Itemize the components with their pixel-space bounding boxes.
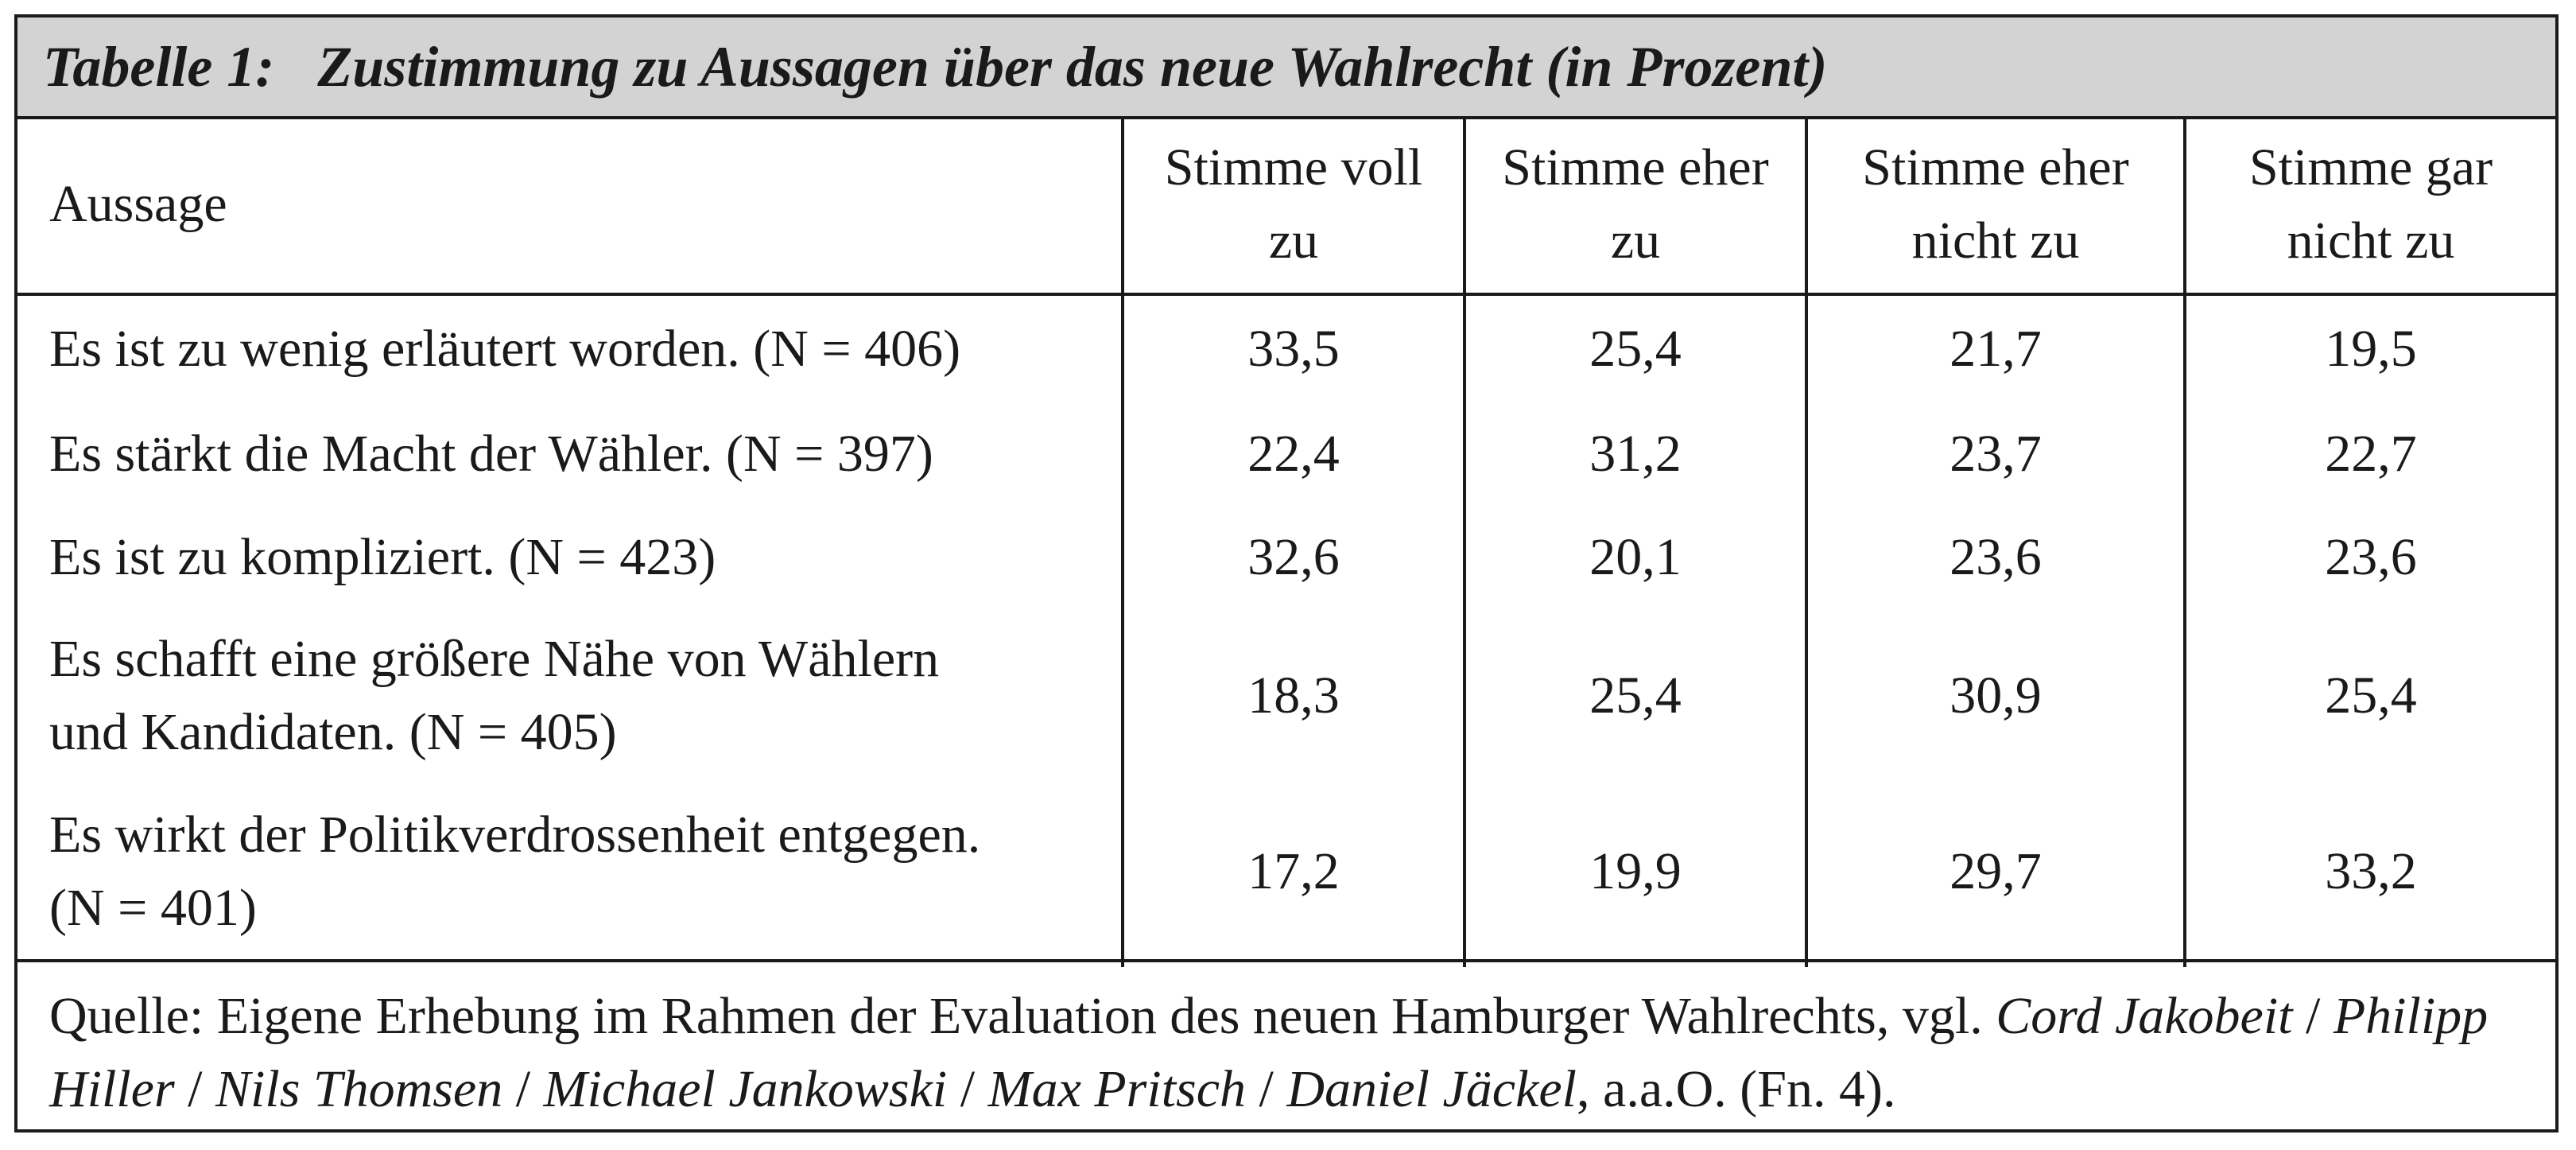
column-header-stimme-voll-zu: Stimme voll zu bbox=[1121, 116, 1465, 296]
column-header-line: nicht zu bbox=[1911, 212, 2080, 270]
value-cell: 31,2 bbox=[1463, 402, 1806, 506]
column-header-line: zu bbox=[1610, 212, 1661, 270]
table-row: Es schafft eine größere Nähe von Wählern… bbox=[17, 609, 2555, 783]
table-title-bar: Tabelle 1: Zustimmung zu Aussagen über d… bbox=[17, 17, 2555, 119]
source-author: Nils Thomsen bbox=[215, 1060, 503, 1118]
column-header-line: zu bbox=[1268, 212, 1319, 270]
value-cell: 22,4 bbox=[1121, 402, 1465, 506]
table-row: Es wirkt der Politikverdrossenheit entge… bbox=[17, 783, 2555, 967]
statement-text: Es schafft eine größere Nähe von Wählern bbox=[49, 630, 940, 688]
value-cell: 25,4 bbox=[1463, 294, 1806, 402]
statement-text: und Kandidaten. (N = 405) bbox=[49, 703, 617, 761]
statement-text: (N = 401) bbox=[49, 879, 257, 937]
column-header-line: nicht zu bbox=[2287, 212, 2455, 270]
value-cell: 19,9 bbox=[1463, 783, 1806, 967]
value-cell: 18,3 bbox=[1121, 609, 1465, 783]
table-frame: Tabelle 1: Zustimmung zu Aussagen über d… bbox=[14, 14, 2559, 1133]
data-table: Aussage Stimme voll zu Stimme eher zu St… bbox=[17, 116, 2555, 967]
source-separator: / bbox=[947, 1060, 988, 1118]
value-cell: 23,7 bbox=[1805, 402, 2185, 506]
value-cell: 19,5 bbox=[2183, 294, 2555, 402]
column-header-line: Stimme gar bbox=[2248, 138, 2493, 196]
value-cell: 33,5 bbox=[1121, 294, 1465, 402]
source-separator: / bbox=[174, 1060, 215, 1118]
value-cell: 21,7 bbox=[1805, 294, 2185, 402]
value-cell: 30,9 bbox=[1805, 609, 2185, 783]
column-header-line: Stimme eher bbox=[1862, 138, 2129, 196]
column-header-stimme-gar-nicht-zu: Stimme gar nicht zu bbox=[2183, 116, 2555, 296]
statement-text: Es wirkt der Politikverdrossenheit entge… bbox=[49, 806, 981, 864]
column-header-line: Stimme voll bbox=[1164, 138, 1423, 196]
value-cell: 33,2 bbox=[2183, 783, 2555, 967]
column-header-aussage: Aussage bbox=[17, 116, 1123, 296]
column-header-stimme-eher-nicht-zu: Stimme eher nicht zu bbox=[1805, 116, 2185, 296]
value-cell: 29,7 bbox=[1805, 783, 2185, 967]
column-header-label: Aussage bbox=[49, 175, 227, 233]
statement-cell: Es wirkt der Politikverdrossenheit entge… bbox=[17, 783, 1123, 967]
header-row: Aussage Stimme voll zu Stimme eher zu St… bbox=[17, 116, 2555, 296]
table-row: Es ist zu kompliziert. (N = 423) 32,6 20… bbox=[17, 506, 2555, 609]
statement-text: Es stärkt die Macht der Wähler. (N = 397… bbox=[49, 425, 933, 483]
value-cell: 22,7 bbox=[2183, 402, 2555, 506]
value-cell: 25,4 bbox=[2183, 609, 2555, 783]
column-header-line: Stimme eher bbox=[1502, 138, 1769, 196]
statement-cell: Es ist zu wenig erläutert worden. (N = 4… bbox=[17, 294, 1123, 402]
source-separator: / bbox=[2292, 987, 2334, 1045]
value-cell: 23,6 bbox=[2183, 506, 2555, 609]
table-row: Es ist zu wenig erläutert worden. (N = 4… bbox=[17, 294, 2555, 402]
source-author: Michael Jankowski bbox=[543, 1060, 948, 1118]
value-cell: 25,4 bbox=[1463, 609, 1806, 783]
source-author: Max Pritsch bbox=[987, 1060, 1247, 1118]
source-note: Quelle: Eigene Erhebung im Rahmen der Ev… bbox=[17, 959, 2555, 1133]
statement-cell: Es ist zu kompliziert. (N = 423) bbox=[17, 506, 1123, 609]
column-header-stimme-eher-zu: Stimme eher zu bbox=[1463, 116, 1806, 296]
statement-cell: Es schafft eine größere Nähe von Wählern… bbox=[17, 609, 1123, 783]
statement-text: Es ist zu kompliziert. (N = 423) bbox=[49, 528, 716, 586]
source-author: Cord Jakobeit bbox=[1996, 987, 2293, 1045]
source-author: Philipp Hiller bbox=[49, 987, 2489, 1118]
source-prefix: Quelle: Eigene Erhebung im Rahmen der Ev… bbox=[49, 987, 1996, 1045]
source-separator: / bbox=[502, 1060, 544, 1118]
source-suffix: , a.a.O. (Fn. 4). bbox=[1577, 1060, 1896, 1118]
table-row: Es stärkt die Macht der Wähler. (N = 397… bbox=[17, 402, 2555, 506]
value-cell: 32,6 bbox=[1121, 506, 1465, 609]
statement-text: Es ist zu wenig erläutert worden. (N = 4… bbox=[49, 320, 961, 378]
value-cell: 23,6 bbox=[1805, 506, 2185, 609]
value-cell: 20,1 bbox=[1463, 506, 1806, 609]
source-author: Daniel Jäckel bbox=[1286, 1060, 1577, 1118]
value-cell: 17,2 bbox=[1121, 783, 1465, 967]
statement-cell: Es stärkt die Macht der Wähler. (N = 397… bbox=[17, 402, 1123, 506]
table-title: Tabelle 1: Zustimmung zu Aussagen über d… bbox=[43, 35, 1828, 99]
source-separator: / bbox=[1246, 1060, 1287, 1118]
